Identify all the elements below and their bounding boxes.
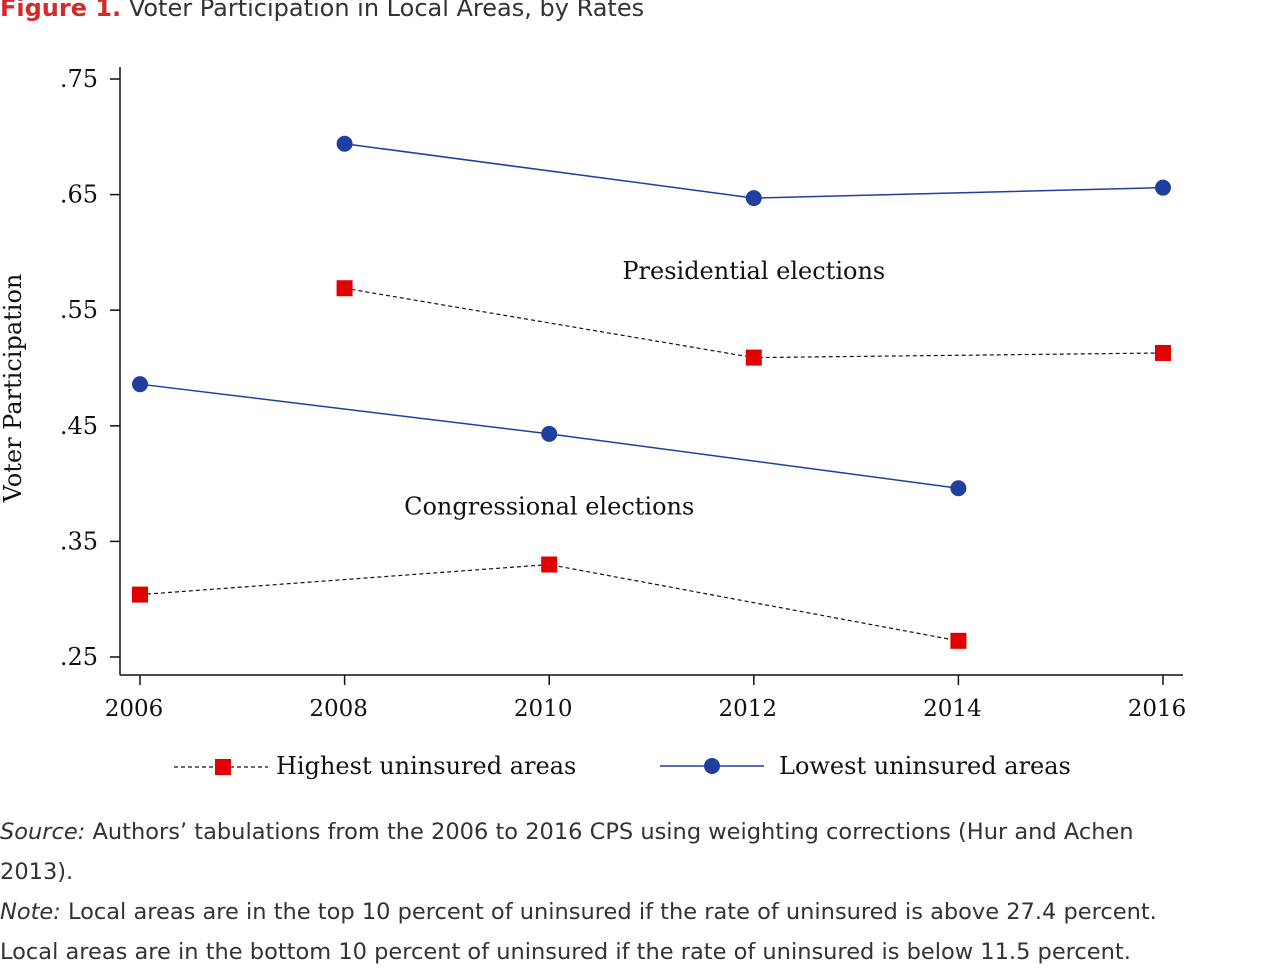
data-point-square	[950, 632, 967, 649]
data-point-square	[132, 586, 148, 603]
y-tick-label: .25	[60, 643, 98, 671]
legend-label-highest: Highest uninsured areas	[276, 752, 576, 780]
x-tick-label: 2014	[923, 696, 982, 722]
source-text-line1: Authors’ tabulations from the 2006 to 20…	[85, 819, 1134, 845]
legend-marker-lowest	[704, 758, 720, 774]
x-tick-label: 2010	[514, 696, 573, 722]
series-layer	[132, 135, 1171, 649]
data-point-circle	[132, 376, 148, 393]
data-point-circle	[950, 480, 967, 497]
data-point-square	[336, 280, 353, 297]
note: Note: Local areas are in the top 10 perc…	[0, 892, 1280, 932]
legend: Highest uninsured areas Lowest uninsured…	[174, 752, 1071, 780]
series-line-3	[139, 563, 959, 642]
y-tick-label: .45	[60, 412, 98, 440]
data-point-circle	[745, 190, 762, 207]
legend-marker-highest	[215, 759, 231, 775]
figure-title: Figure 1. Voter Participation in Local A…	[0, 0, 644, 22]
annotation-label: Presidential elections	[622, 257, 885, 285]
data-point-square	[1155, 344, 1171, 361]
source-label: Source:	[0, 819, 86, 845]
figure-title-text: Voter Participation in Local Areas, by R…	[128, 0, 645, 22]
note-label: Note:	[0, 899, 61, 925]
data-point-square	[541, 556, 558, 573]
note-text-line2: Local areas are in the bottom 10 percent…	[0, 939, 1131, 965]
x-ticks: 2006 2008 2010 2012 2014 2016	[105, 675, 1187, 722]
y-tick-label: .35	[60, 527, 98, 555]
y-axis-label: Voter Participation	[0, 274, 27, 504]
y-tick-label: .75	[60, 65, 98, 93]
annotation-label: Congressional elections	[404, 493, 694, 521]
legend-label-lowest: Lowest uninsured areas	[779, 752, 1071, 780]
source-note: Source: Authors’ tabulations from the 20…	[0, 812, 1280, 852]
figure-label: Figure 1.	[0, 0, 122, 22]
x-tick-label: 2006	[105, 696, 164, 722]
x-tick-label: 2008	[309, 696, 368, 722]
data-point-circle	[1155, 179, 1171, 196]
data-point-square	[745, 349, 762, 366]
series-line-0	[344, 287, 1164, 359]
source-text-line2: 2013).	[0, 859, 74, 885]
data-point-circle	[336, 135, 353, 152]
y-axis-label-group: Voter Participation	[0, 274, 27, 504]
line-chart: Voter Participation .25 .35 .45 .55 .65 .75 2…	[0, 65, 1187, 780]
x-tick-label: 2012	[719, 696, 778, 722]
y-ticks: .25 .35 .45 .55 .65 .75	[60, 65, 120, 671]
annotation-layer: Presidential elections Congressional elec…	[404, 257, 885, 521]
y-tick-label: .65	[60, 181, 98, 209]
y-tick-label: .55	[60, 296, 98, 324]
series-line-1	[344, 142, 1164, 199]
figure-notes: Source: Authors’ tabulations from the 20…	[0, 812, 1280, 972]
note-text-line1: Local areas are in the top 10 percent of…	[60, 899, 1157, 925]
data-point-circle	[541, 425, 558, 442]
x-tick-label: 2016	[1128, 696, 1187, 722]
